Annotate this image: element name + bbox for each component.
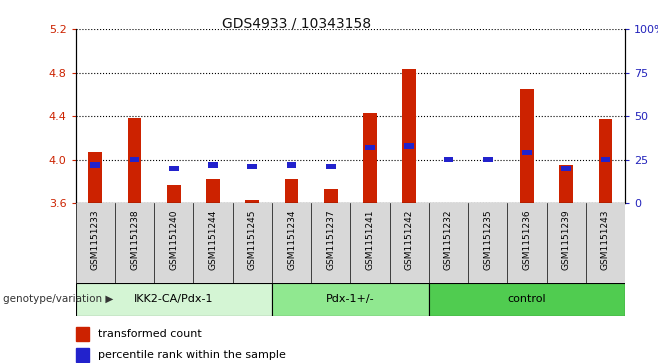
- Text: GDS4933 / 10343158: GDS4933 / 10343158: [222, 16, 370, 30]
- Text: GSM1151241: GSM1151241: [365, 210, 374, 270]
- FancyBboxPatch shape: [429, 283, 625, 316]
- Bar: [247, 164, 257, 170]
- Bar: [88, 152, 102, 203]
- Bar: [76, 348, 89, 362]
- Bar: [483, 157, 493, 162]
- Bar: [206, 179, 220, 203]
- Text: control: control: [508, 294, 546, 305]
- Text: GSM1151242: GSM1151242: [405, 210, 414, 270]
- Bar: [405, 143, 414, 148]
- Bar: [128, 118, 141, 203]
- Bar: [76, 327, 89, 340]
- Text: IKK2-CA/Pdx-1: IKK2-CA/Pdx-1: [134, 294, 214, 305]
- Bar: [520, 89, 534, 203]
- Text: GSM1151245: GSM1151245: [248, 210, 257, 270]
- Text: GSM1151233: GSM1151233: [91, 210, 100, 270]
- FancyBboxPatch shape: [76, 283, 272, 316]
- Bar: [442, 203, 455, 231]
- Bar: [522, 150, 532, 155]
- Text: GSM1151236: GSM1151236: [522, 210, 532, 270]
- Text: GSM1151237: GSM1151237: [326, 210, 336, 270]
- Text: GSM1151244: GSM1151244: [209, 210, 218, 270]
- Bar: [481, 203, 495, 227]
- Text: GSM1151232: GSM1151232: [444, 210, 453, 270]
- Text: genotype/variation ▶: genotype/variation ▶: [3, 294, 114, 305]
- Bar: [599, 119, 613, 203]
- Text: GSM1151243: GSM1151243: [601, 210, 610, 270]
- Bar: [208, 162, 218, 168]
- Text: GSM1151238: GSM1151238: [130, 210, 139, 270]
- Bar: [287, 162, 296, 168]
- Bar: [559, 165, 573, 203]
- Bar: [90, 162, 100, 168]
- Bar: [365, 145, 375, 150]
- Bar: [561, 166, 571, 171]
- Text: transformed count: transformed count: [97, 329, 201, 339]
- Text: Pdx-1+/-: Pdx-1+/-: [326, 294, 374, 305]
- Text: GSM1151235: GSM1151235: [483, 210, 492, 270]
- Bar: [169, 166, 179, 171]
- Bar: [285, 179, 298, 203]
- Text: GSM1151234: GSM1151234: [287, 210, 296, 270]
- Text: GSM1151239: GSM1151239: [562, 210, 570, 270]
- Bar: [403, 69, 416, 203]
- FancyBboxPatch shape: [272, 283, 429, 316]
- Bar: [324, 189, 338, 203]
- Bar: [167, 185, 181, 203]
- Bar: [326, 164, 336, 170]
- Bar: [245, 200, 259, 203]
- Bar: [601, 157, 611, 162]
- Bar: [130, 157, 139, 162]
- Bar: [363, 113, 377, 203]
- Bar: [443, 157, 453, 162]
- Text: percentile rank within the sample: percentile rank within the sample: [97, 350, 286, 360]
- Text: GSM1151240: GSM1151240: [169, 210, 178, 270]
